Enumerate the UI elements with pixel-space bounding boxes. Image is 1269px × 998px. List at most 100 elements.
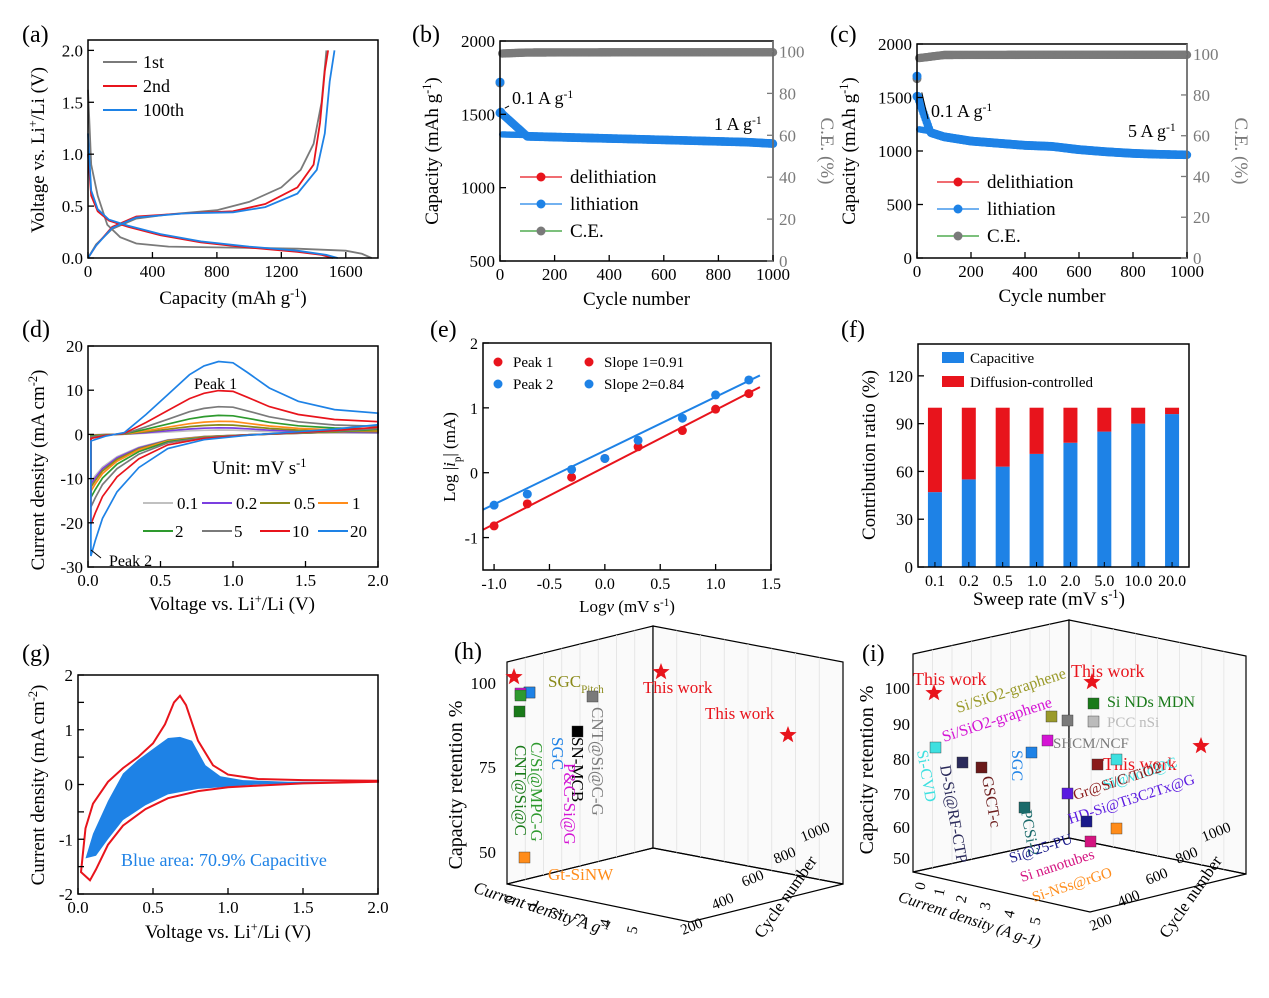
point-label: P&C-Si@G: [560, 763, 579, 845]
y-axis-label: Current density (mA cm-2): [26, 685, 49, 886]
data-point: [522, 489, 532, 499]
bar-capacitive: [1165, 414, 1180, 567]
legend-label: 0.1: [177, 494, 198, 513]
y-axis-label: Capacity (mAh g-1): [420, 77, 443, 224]
x-tick-label: 1.5: [761, 576, 781, 593]
y-tick-label: 90: [893, 715, 910, 734]
unit-annotation: Unit: mV s-1: [212, 456, 306, 479]
data-marker: [929, 741, 942, 754]
data-marker: [586, 690, 599, 703]
y-tick-label: 80: [1193, 86, 1210, 105]
series-line: [87, 50, 329, 259]
z-axis-label: Cycle number: [1155, 852, 1226, 942]
y-tick-label: 80: [779, 84, 796, 103]
annotation: 5 A g-1: [1128, 121, 1176, 142]
legend-marker: [493, 379, 503, 389]
bar-diffusion: [1029, 407, 1044, 454]
y-tick-label: -2: [59, 885, 73, 904]
lithiation-point: [913, 91, 923, 101]
legend-label: 20: [350, 522, 367, 541]
z-tick-label: 200: [679, 915, 706, 938]
z-tick-label: 200: [1088, 911, 1115, 934]
legend-label: lithiation: [570, 194, 639, 215]
chart-g: 0.0 0.5 1.0 1.5 2.0 -2 -1 0 1 2 Voltage vs. Li+/Li…: [26, 666, 389, 943]
x-tick-label: 20.0: [1158, 573, 1186, 590]
x-tick-label: 0.5: [142, 898, 163, 917]
x-axis-label: Capacity (mAh g-1): [159, 286, 306, 309]
floor: [912, 837, 1247, 913]
data-point: [744, 375, 754, 385]
data-marker: [1061, 787, 1074, 800]
legend-marker: [584, 379, 594, 389]
annotation: Blue area: 70.9% Capacitive: [121, 850, 327, 870]
x-tick-label: 0.5: [150, 571, 171, 590]
x-tick-label: 1.5: [295, 571, 316, 590]
data-marker: [1110, 753, 1123, 766]
x-axis-label: Sweep rate (mV s-1): [973, 587, 1125, 610]
point-label: Gt-SiNW: [548, 865, 614, 884]
y-tick-label: -10: [60, 470, 83, 489]
data-marker: [1087, 697, 1100, 710]
y-tick-label: 0.5: [62, 197, 83, 216]
x-tick-label: 0: [912, 881, 929, 892]
legend-label: Slope 1=0.91: [604, 355, 684, 371]
bar-capacitive: [995, 466, 1010, 567]
y-tick-label: 60: [893, 818, 910, 837]
cv-curve: [90, 389, 379, 525]
y-tick-label: 60: [779, 126, 796, 145]
y-tick-label: 0: [75, 425, 84, 444]
x-tick-label: 2: [953, 894, 970, 905]
x-tick-label: 0.0: [67, 898, 88, 917]
x-tick-label: 0: [913, 262, 922, 281]
data-marker: [571, 725, 584, 738]
peak-label: Peak 1: [194, 376, 237, 393]
data-point: [711, 390, 721, 400]
series-line: [87, 50, 328, 259]
legend-marker: [953, 204, 963, 214]
this-work-marker: [1083, 673, 1101, 690]
x-axis-label: Logv (mV s-1): [579, 597, 675, 616]
x-tick-label: -0.5: [537, 576, 562, 593]
y-tick-label: 75: [479, 758, 496, 777]
x-tick-label: 400: [1012, 262, 1038, 281]
data-point: [744, 389, 754, 399]
data-marker: [956, 756, 969, 769]
y-axis-label: Log |ip| (mA): [440, 412, 464, 502]
y-tick-label: -20: [60, 514, 83, 533]
y-tick-label: 1500: [878, 89, 912, 108]
y-tick-label: 0: [779, 252, 788, 271]
x-axis-label: Cycle number: [998, 286, 1106, 307]
bar-diffusion: [1165, 407, 1180, 415]
legend-label: 10: [292, 522, 309, 541]
y-tick-label: 100: [779, 42, 805, 61]
panel-label: (a): [22, 22, 49, 48]
series-line: [87, 89, 372, 259]
y-tick-label: 1500: [461, 105, 495, 124]
point-label: This work: [705, 704, 775, 723]
peak-label: Peak 2: [109, 553, 152, 570]
y-tick-label: 20: [779, 210, 796, 229]
data-marker: [1087, 715, 1100, 728]
y-tick-label: -1: [465, 531, 478, 548]
legend-label: 5: [234, 522, 243, 541]
x-tick-label: 600: [1066, 262, 1092, 281]
x-tick-label: 1: [931, 887, 948, 898]
point-label: SGC: [548, 737, 567, 770]
legend-label: Capacitive: [970, 351, 1034, 367]
data-marker: [513, 705, 526, 718]
x-tick-label: 800: [204, 262, 230, 281]
x-tick-label: 2: [548, 906, 565, 917]
data-marker: [1018, 801, 1031, 814]
y-tick-label: 90: [896, 415, 913, 434]
legend-marker: [953, 177, 963, 187]
point-label: SHCM/NCF: [1053, 736, 1129, 752]
data-marker: [1041, 734, 1054, 747]
y-tick-label: 0: [470, 466, 478, 483]
x-tick-label: 0: [84, 262, 93, 281]
data-marker: [1091, 758, 1104, 771]
x-axis-label: Current density A g-1: [471, 878, 612, 940]
chart-c: 0 200 400 600 800 100005001000150020000204060…: [837, 35, 1251, 307]
x-tick-label: 400: [140, 262, 166, 281]
z-tick-label: 600: [1144, 865, 1171, 888]
x-tick-label: 0.5: [993, 573, 1013, 590]
